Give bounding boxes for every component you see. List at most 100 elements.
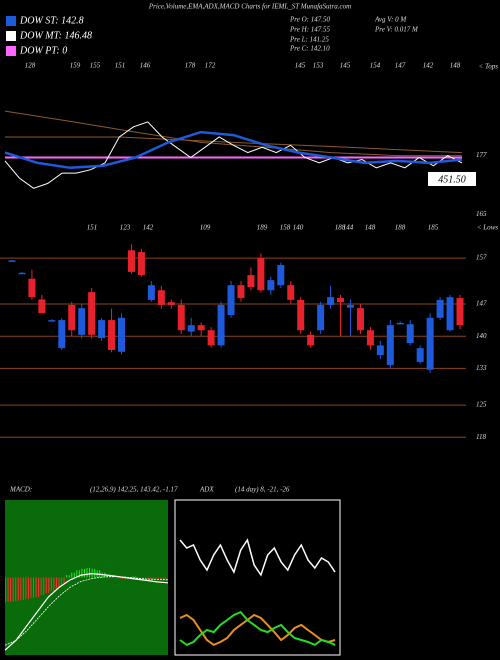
low-label: 158 xyxy=(280,224,291,232)
candle-body xyxy=(346,304,354,308)
volume-label: 145 xyxy=(295,62,306,70)
line xyxy=(4,576,169,646)
candle-body xyxy=(426,317,434,370)
annotation: < Tops xyxy=(479,63,499,71)
candle-body xyxy=(58,320,66,349)
low-label: 151 xyxy=(87,224,98,232)
legend-label: DOW MT: 146.48 xyxy=(19,30,92,41)
volume-label: 148 xyxy=(450,62,461,70)
y-tick-label: 147 xyxy=(476,300,487,308)
low-label: 189 xyxy=(257,224,268,232)
candle-body xyxy=(8,260,16,262)
volume-label: 153 xyxy=(313,62,324,70)
legend-swatch xyxy=(6,46,16,56)
low-label: 142 xyxy=(143,224,154,232)
y-tick-label: 157 xyxy=(476,254,487,262)
low-label: 109 xyxy=(200,224,211,232)
candle-body xyxy=(98,320,106,339)
candle-body xyxy=(337,298,345,303)
candle-body xyxy=(327,297,335,305)
low-label: 185 xyxy=(428,224,439,232)
legend-label: DOW ST: 142.8 xyxy=(19,15,84,26)
candle-body xyxy=(167,302,175,305)
volume-label: 151 xyxy=(115,62,126,70)
candle-body xyxy=(366,330,374,346)
candle-body xyxy=(48,320,56,322)
candle-body xyxy=(197,325,205,331)
candle-body xyxy=(297,299,305,331)
legend-label: DOW PT: 0 xyxy=(19,45,67,56)
candle-body xyxy=(416,348,424,362)
candle-body xyxy=(68,304,76,331)
candle-body xyxy=(356,308,364,331)
candle-body xyxy=(446,297,454,331)
candle-body xyxy=(237,285,245,299)
y-tick-label: 165 xyxy=(476,210,487,218)
y-tick-label: 177 xyxy=(476,151,487,159)
candle-body xyxy=(396,322,404,325)
line xyxy=(4,121,463,189)
annotation: < Lows xyxy=(477,224,499,232)
candle-body xyxy=(207,330,215,346)
line xyxy=(5,136,463,154)
low-label: 148 xyxy=(365,224,376,232)
candle-body xyxy=(18,272,26,275)
candle-body xyxy=(287,285,295,300)
volume-label: 178 xyxy=(185,62,196,70)
candle-body xyxy=(127,250,135,272)
info-text: Pre V: 0.017 M xyxy=(374,26,419,34)
y-tick-label: 140 xyxy=(476,332,487,340)
candle-body xyxy=(78,308,86,335)
info-text: Pre H: 147.55 xyxy=(289,26,330,34)
line xyxy=(179,538,336,577)
candle-body xyxy=(28,278,36,298)
candle-body xyxy=(307,334,315,346)
adx-frame xyxy=(174,499,341,656)
candle-body xyxy=(217,304,225,346)
candle-body xyxy=(177,304,185,331)
adx-subtitle: (14 day) 8, -21, -26 xyxy=(235,486,290,494)
candle-body xyxy=(108,320,116,350)
low-label: 144 xyxy=(343,224,354,232)
macd-title: MACD: xyxy=(9,486,32,494)
candle-body xyxy=(436,299,444,318)
volume-label: 155 xyxy=(90,62,101,70)
line xyxy=(179,613,336,647)
line xyxy=(179,610,336,647)
candle-body xyxy=(38,299,46,314)
page-title: Price,Volume,EMA,ADX,MACD Charts for IEM… xyxy=(148,3,351,11)
low-label: 188 xyxy=(395,224,406,232)
info-text: Pre C: 142.10 xyxy=(289,45,330,53)
candle-body xyxy=(456,298,464,326)
volume-label: 147 xyxy=(395,62,406,70)
volume-label: 154 xyxy=(370,62,381,70)
candle-body xyxy=(406,324,414,344)
line xyxy=(4,130,463,170)
y-tick-label: 133 xyxy=(476,364,487,372)
candle-body xyxy=(227,285,235,316)
volume-label: 146 xyxy=(140,62,151,70)
candle-body xyxy=(247,275,255,288)
y-tick-label: 118 xyxy=(476,433,486,441)
line xyxy=(4,572,169,651)
candle-body xyxy=(147,285,155,300)
info-text: Pre L: 141.25 xyxy=(289,36,329,44)
macd-subtitle: (12,26,9) 142.25, 143.42, -1.17 xyxy=(90,486,178,494)
y-tick-label: 125 xyxy=(476,401,487,409)
legend-swatch xyxy=(6,16,16,26)
volume-label: 128 xyxy=(25,62,36,70)
candle-body xyxy=(257,258,265,291)
info-text: Pre O: 147.50 xyxy=(289,16,330,24)
adx-title: ADX xyxy=(199,486,214,494)
low-label: 188 xyxy=(335,224,346,232)
value-label-box xyxy=(428,172,476,186)
candle-body xyxy=(277,264,285,286)
candle-body xyxy=(88,292,96,335)
volume-label: 172 xyxy=(205,62,216,70)
legend-swatch xyxy=(6,31,16,41)
low-label: 140 xyxy=(293,224,304,232)
candle-body xyxy=(386,325,394,366)
candle-body xyxy=(157,290,165,305)
